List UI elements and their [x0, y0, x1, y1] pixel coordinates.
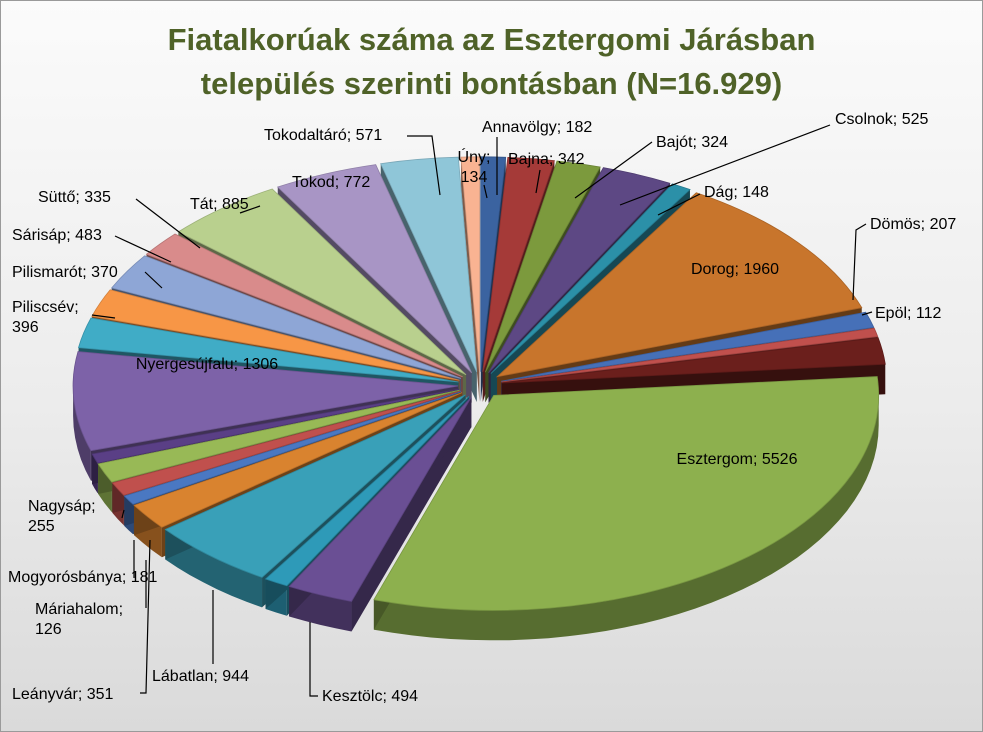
data-label-tokodaltaro: Tokodaltáró; 571	[264, 127, 382, 144]
pie-slice-bajna-1	[482, 156, 555, 373]
leader-line-leanyvar	[140, 539, 151, 694]
leader-line-tat	[239, 205, 261, 214]
leader-line-kesztolc	[309, 622, 318, 697]
pie-slice-tokod-24	[276, 164, 473, 374]
data-label-sutto: Süttő; 335	[38, 189, 111, 206]
leader-line-bajna	[535, 169, 541, 194]
leader-line-sutto	[135, 198, 201, 249]
slice-side-nyergesujfalu-18	[73, 386, 91, 481]
pie-slice-pilismarot-20	[91, 289, 460, 381]
leader-line-tokodaltaro	[407, 135, 441, 196]
data-label-piliscsev-line-2: 396	[12, 319, 39, 336]
data-label-nagysap-line-2: 255	[28, 518, 55, 535]
data-label-esztergom: Esztergom; 5526	[677, 451, 798, 468]
data-label-mariahalom-line-1: Máriahalom;	[35, 601, 123, 618]
leader-line-domos	[852, 223, 867, 301]
data-label-annavolgy: Annavölgy; 182	[482, 119, 592, 136]
pie-slice-mariahalom-14	[123, 391, 462, 505]
chart-title-line-1: Fiatalkorúak száma az Esztergomi Járásba…	[167, 22, 816, 57]
data-label-uny-line-2: 134	[461, 169, 488, 186]
data-label-bajna: Bajna; 342	[508, 151, 585, 168]
slice-side-esztergom-9	[373, 395, 879, 641]
data-label-mariahalom-line-2: 126	[35, 621, 62, 638]
pie-slice-nyergesujfalu-18	[72, 351, 459, 452]
pie-slice-domos-6	[501, 311, 875, 382]
pie-slice-nagysap-16	[97, 389, 460, 483]
data-label-nyergesujfalu: Nyergesújfalu; 1306	[136, 356, 278, 373]
pie-slice-mogyorosbanya-15	[111, 390, 461, 496]
pie-top-faces	[72, 156, 886, 611]
leader-line-piliscsev	[91, 314, 116, 319]
leader-line-pilismarot	[144, 271, 163, 289]
pie-slice-sutto-22	[145, 233, 463, 378]
pie-slice-csolnok-3	[488, 167, 671, 374]
pie-slice-unlabeled-11	[264, 396, 470, 587]
data-label-mogyorosbanya: Mogyorósbánya; 181	[8, 569, 158, 586]
data-label-pilismarot: Pilismarót; 370	[12, 264, 118, 281]
data-label-dorog: Dorog; 1960	[691, 261, 779, 278]
leader-line-uny	[483, 184, 488, 199]
leader-line-sarisap	[114, 235, 172, 263]
data-label-nagysap-line-1: Nagysáp;	[28, 498, 96, 515]
pie-slice-annavolgy-0	[480, 156, 507, 372]
data-label-tokod: Tokod; 772	[292, 174, 370, 191]
slice-side-labatlan-12	[165, 529, 262, 608]
leader-line-epol	[861, 311, 873, 316]
leader-line-nagysap	[121, 509, 125, 519]
data-label-leanyvar: Leányvár; 351	[12, 686, 114, 703]
pie-slice-unlabeled-17	[91, 388, 460, 464]
pie-slice-unlabeled-8	[501, 337, 886, 384]
data-label-kesztolc: Kesztölc; 494	[322, 688, 418, 705]
pie-slice-piliscsev-19	[77, 317, 459, 383]
slice-wall-uny-26-0	[461, 157, 480, 402]
data-label-dag: Dág; 148	[704, 184, 769, 201]
data-label-domos: Dömös; 207	[870, 216, 956, 233]
pie-slice-sarisap-21	[110, 255, 462, 379]
pie-slice-bajot-2	[484, 160, 601, 373]
data-label-bajot: Bajót; 324	[656, 134, 728, 151]
leader-line-dag	[657, 193, 701, 216]
pie-slice-epol-7	[501, 327, 879, 383]
data-label-labatlan: Lábatlan; 944	[152, 668, 249, 685]
data-label-uny-line-1: Úny;	[458, 147, 491, 166]
pie-slice-esztergom-9	[373, 376, 880, 611]
data-label-piliscsev-line-1: Piliscsév;	[12, 299, 79, 316]
chart-title: Fiatalkorúak száma az Esztergomi Járásba…	[0, 18, 983, 106]
pie-slice-kesztolc-10	[288, 396, 472, 602]
pie-slice-leanyvar-13	[133, 392, 463, 528]
pie-slice-uny-26	[460, 156, 480, 372]
chart-title-line-2: település szerinti bontásban (N=16.929)	[200, 66, 783, 101]
pie-slice-dag-4	[490, 183, 691, 374]
pie-slice-tokodaltaro-25	[380, 156, 478, 373]
pie-slice-labatlan-12	[164, 394, 466, 578]
data-label-sarisap: Sárisáp; 483	[12, 227, 102, 244]
data-label-tat: Tát; 885	[190, 196, 249, 213]
data-labels: Annavölgy; 182 Bajna; 342 Bajót; 324 Csolno…	[8, 111, 956, 705]
leader-line-bajot	[574, 141, 653, 199]
leader-line-csolnok	[619, 124, 831, 206]
data-label-epol: Epöl; 112	[875, 305, 942, 322]
data-label-csolnok: Csolnok; 525	[835, 111, 928, 128]
